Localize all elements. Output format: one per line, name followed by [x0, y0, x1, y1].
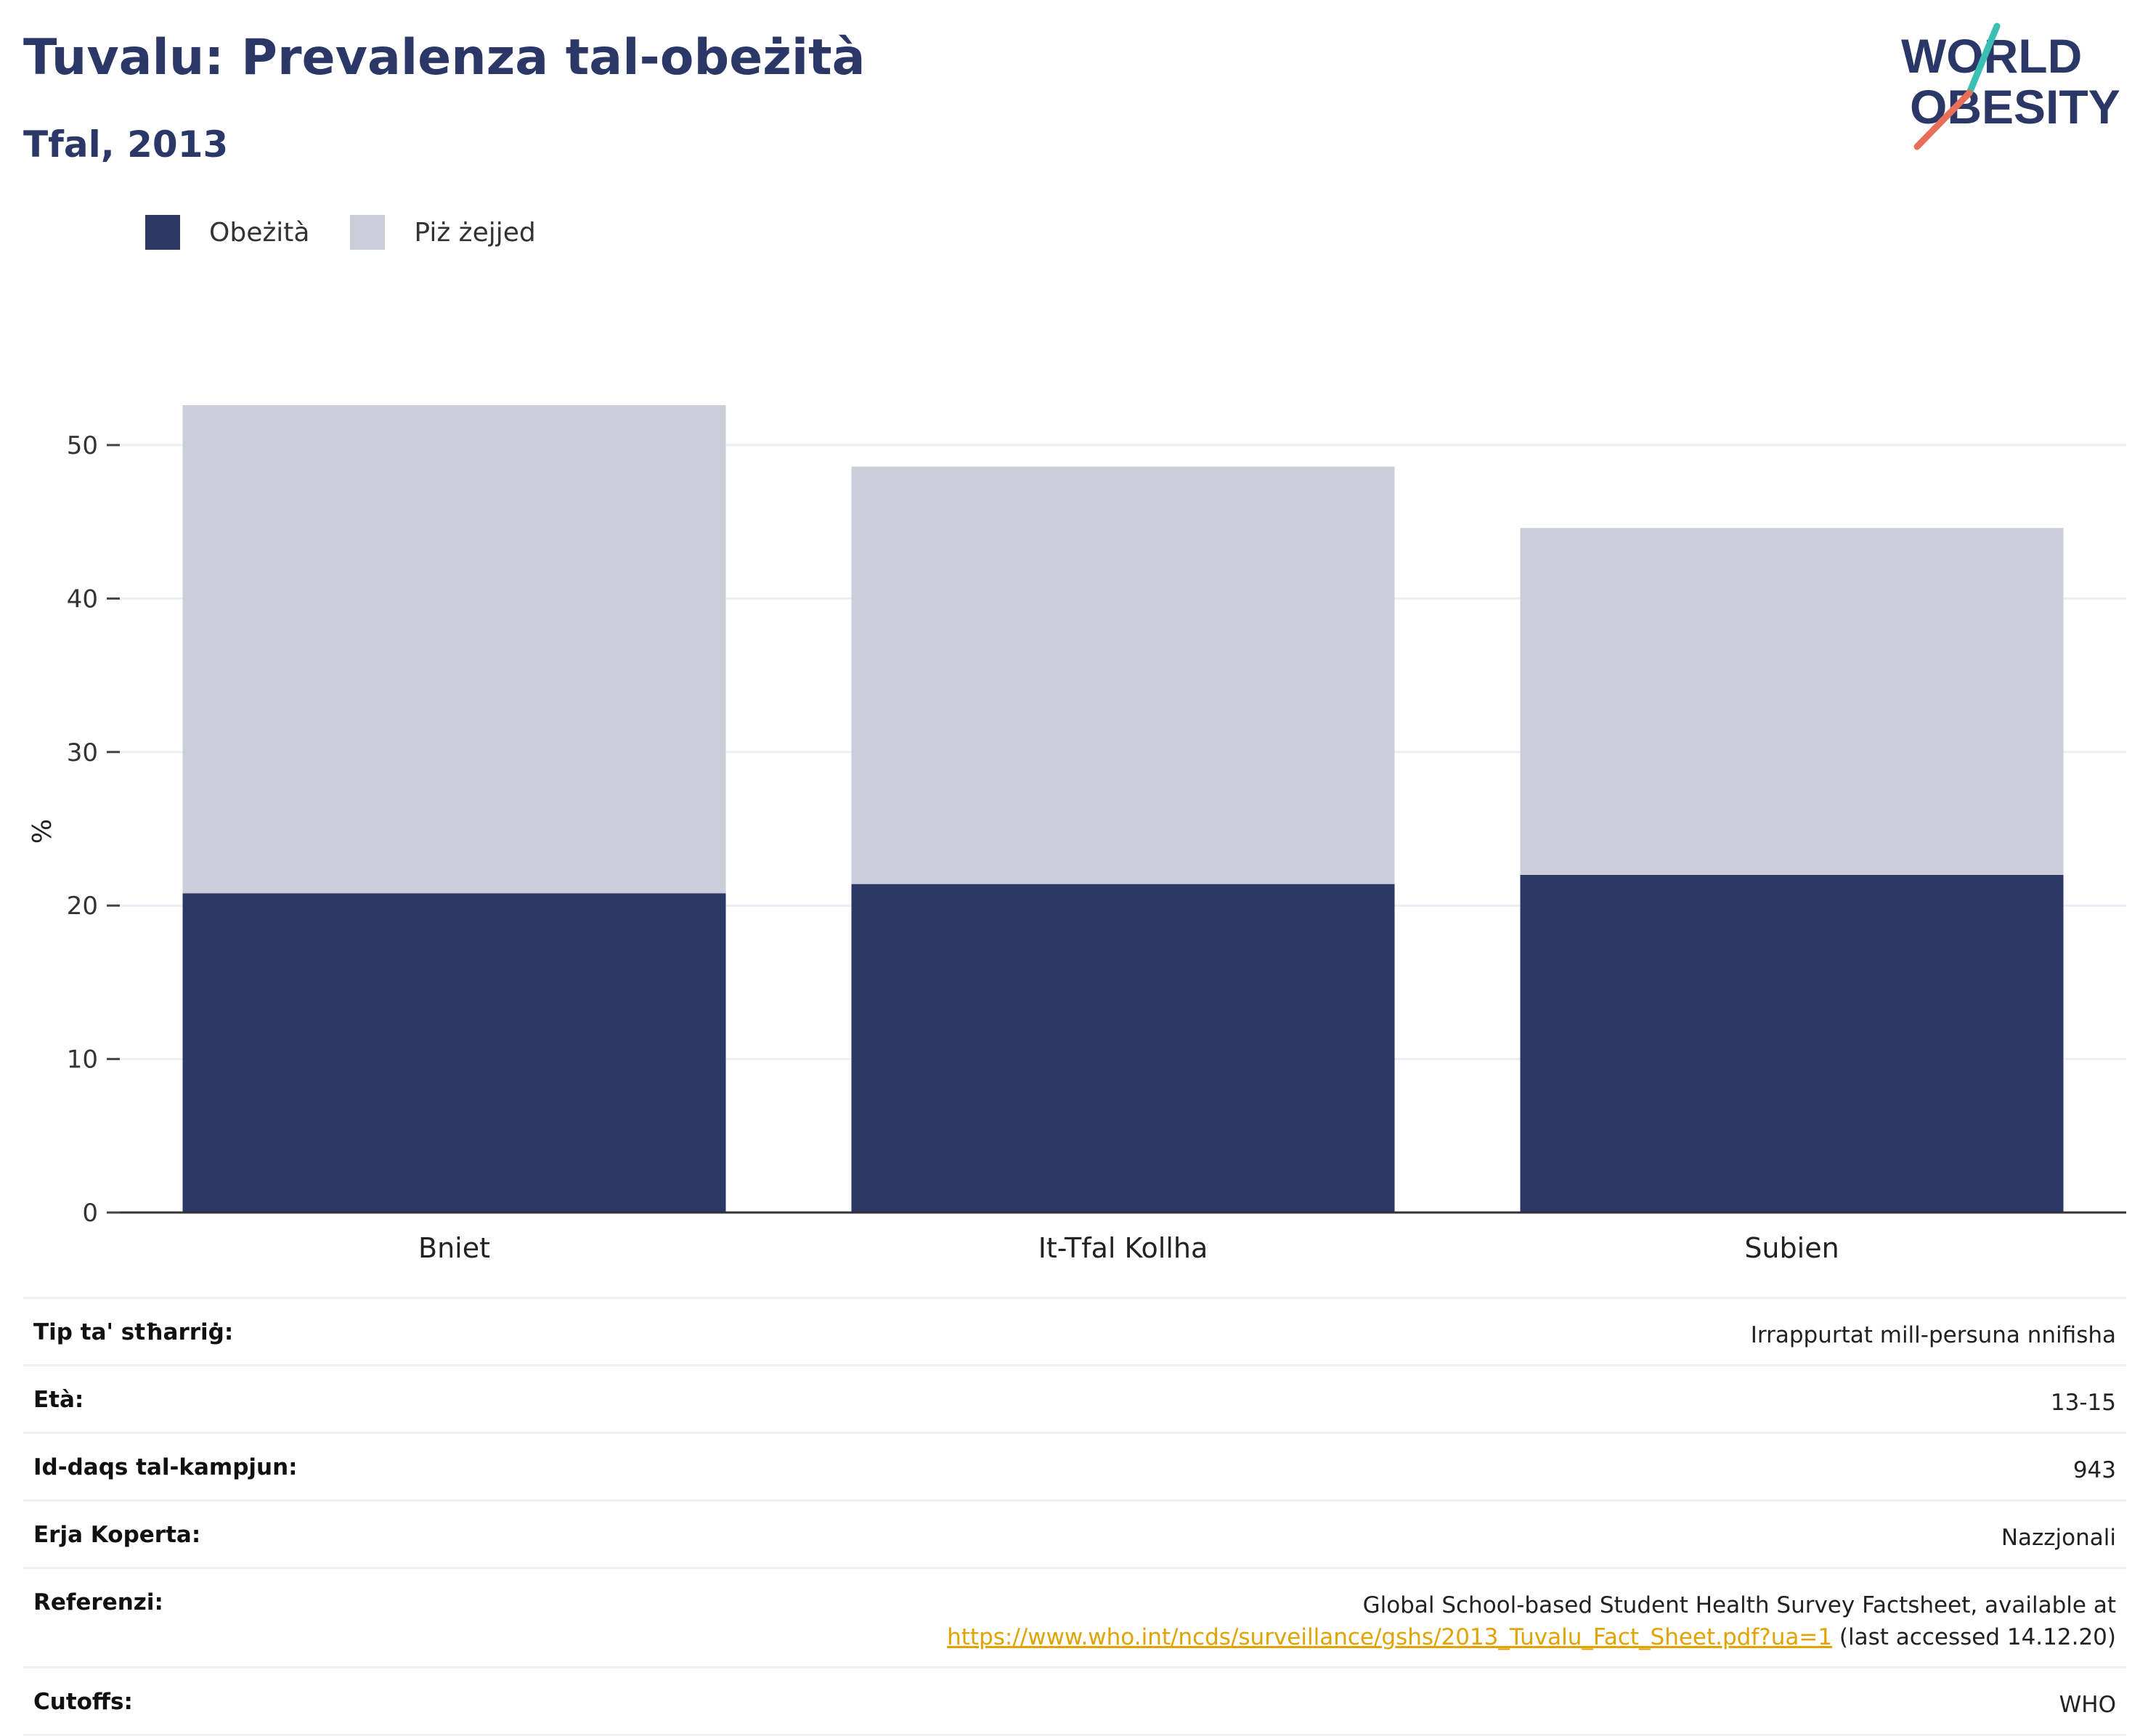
- metadata-table: Tip ta' stħarriġ: Irrappurtat mill-persu…: [23, 1297, 2126, 1736]
- meta-value-references: Global School-based Student Health Surve…: [947, 1589, 2116, 1653]
- y-tick-label: 10: [67, 1046, 98, 1075]
- legend-item-overweight[interactable]: Piż żejjed: [350, 215, 536, 250]
- meta-row-survey-type: Tip ta' stħarriġ: Irrappurtat mill-persu…: [23, 1299, 2126, 1366]
- bar-overweight: [182, 405, 726, 894]
- meta-row-age: Età: 13-15: [23, 1366, 2126, 1434]
- meta-value-sample-size: 943: [2072, 1457, 2116, 1483]
- reference-link[interactable]: https://www.who.int/ncds/surveillance/gs…: [947, 1624, 1833, 1650]
- y-axis-label: %: [28, 819, 57, 844]
- y-tick-label: 40: [67, 584, 98, 614]
- bar-obesity: [851, 884, 1395, 1213]
- meta-label-sample-size: Id-daqs tal-kampjun:: [33, 1454, 298, 1480]
- y-tick-label: 50: [67, 431, 98, 460]
- world-obesity-logo: WORLD OBESITY: [1901, 23, 2120, 150]
- meta-row-references: Referenzi: Global School-based Student H…: [23, 1569, 2126, 1668]
- logo-slash-coral: [1913, 89, 1973, 150]
- meta-label-age: Età:: [33, 1387, 84, 1413]
- chart-legend: Obeżità Piż żejjed: [145, 215, 577, 250]
- chart-subtitle: Tfal, 2013: [23, 123, 229, 166]
- reference-accessed: (last accessed 14.12.20): [1832, 1624, 2116, 1650]
- meta-row-sample-size: Id-daqs tal-kampjun: 943: [23, 1434, 2126, 1501]
- stacked-bar-chart: 0 10 20 30 40 50% Bniet It-Tfal Kollha Subien: [28, 405, 2126, 1264]
- bar-overweight: [851, 466, 1395, 884]
- legend-swatch-overweight: [350, 215, 386, 250]
- chart-title: Tuvalu: Prevalenza tal-obeżità: [23, 29, 866, 86]
- y-tick-label: 0: [82, 1199, 98, 1228]
- reference-text: Global School-based Student Health Surve…: [1362, 1592, 2116, 1618]
- meta-label-survey-type: Tip ta' stħarriġ:: [33, 1319, 234, 1345]
- x-tick-label: Subien: [1744, 1232, 1839, 1264]
- meta-label-references: Referenzi:: [33, 1589, 163, 1615]
- meta-label-area: Erja Koperta:: [33, 1522, 201, 1548]
- bar-obesity: [182, 893, 726, 1213]
- x-tick-label: Bniet: [418, 1232, 490, 1264]
- logo-slash-teal: [1966, 23, 2001, 97]
- meta-value-cutoffs: WHO: [2059, 1692, 2116, 1718]
- meta-row-cutoffs: Cutoffs: WHO: [23, 1668, 2126, 1736]
- x-tick-label: It-Tfal Kollha: [1038, 1232, 1208, 1264]
- bar-overweight: [1520, 528, 2064, 875]
- meta-value-area: Nazzjonali: [2001, 1525, 2116, 1551]
- y-tick-label: 30: [67, 738, 98, 767]
- legend-label-obesity: Obeżità: [209, 217, 310, 248]
- y-tick-label: 20: [67, 892, 98, 921]
- legend-item-obesity[interactable]: Obeżità: [145, 215, 309, 250]
- logo-line-obesity: OBESITY: [1910, 80, 2120, 134]
- meta-row-area: Erja Koperta: Nazzjonali: [23, 1501, 2126, 1569]
- bar-obesity: [1520, 874, 2064, 1213]
- meta-value-survey-type: Irrappurtat mill-persuna nnifisha: [1750, 1322, 2116, 1348]
- legend-label-overweight: Piż żejjed: [414, 217, 536, 248]
- meta-label-cutoffs: Cutoffs:: [33, 1689, 133, 1715]
- meta-value-age: 13-15: [2050, 1390, 2116, 1416]
- legend-swatch-obesity: [145, 215, 180, 250]
